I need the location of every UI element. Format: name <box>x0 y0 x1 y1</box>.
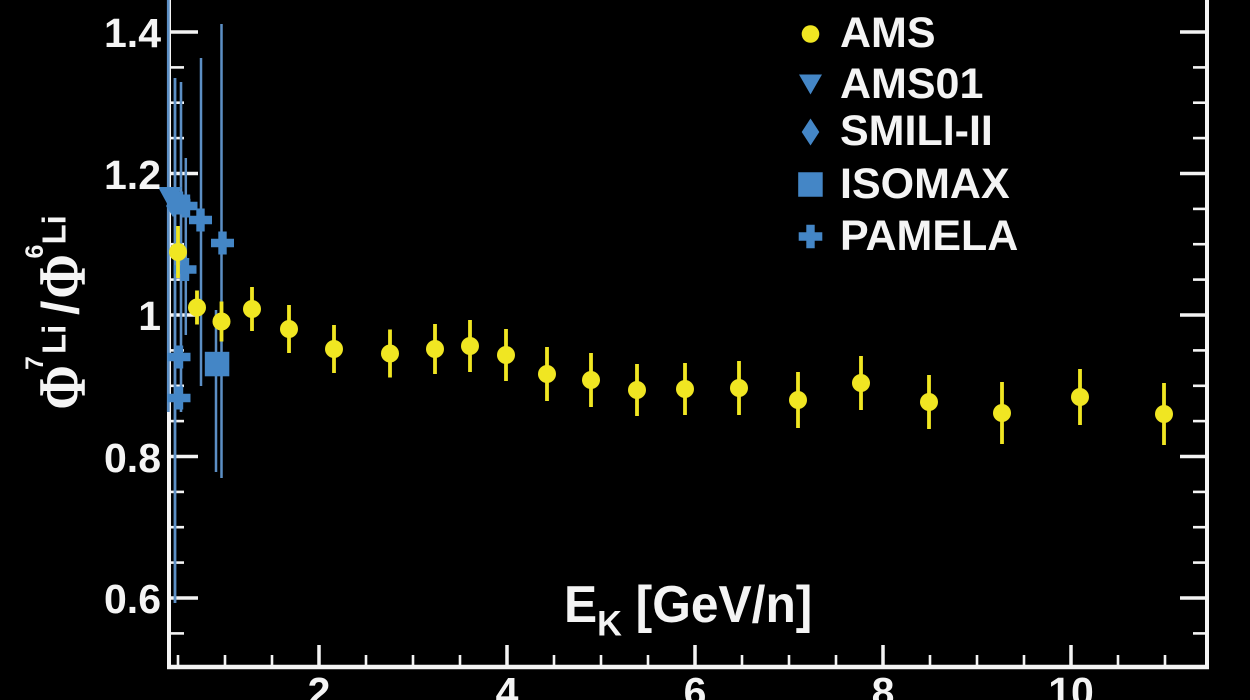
svg-text:0.6: 0.6 <box>104 576 161 622</box>
svg-text:1.4: 1.4 <box>104 10 161 56</box>
svg-text:2: 2 <box>308 669 331 700</box>
svg-text:1: 1 <box>138 293 161 339</box>
svg-text:PAMELA: PAMELA <box>840 212 1018 260</box>
svg-text:10: 10 <box>1048 669 1094 700</box>
svg-text:6: 6 <box>684 669 707 700</box>
svg-text:AMS01: AMS01 <box>840 60 983 108</box>
svg-text:Φ: Φ <box>25 365 101 409</box>
svg-text:8: 8 <box>872 669 895 700</box>
svg-text:ISOMAX: ISOMAX <box>840 160 1010 208</box>
svg-text:7: 7 <box>21 356 49 370</box>
svg-text:/: / <box>32 301 90 315</box>
svg-text:1.2: 1.2 <box>104 152 161 198</box>
svg-text:6: 6 <box>21 245 49 259</box>
svg-text:4: 4 <box>496 669 519 700</box>
svg-text:0.8: 0.8 <box>104 435 161 481</box>
svg-text:Li: Li <box>36 215 73 244</box>
svg-text:Φ: Φ <box>25 254 101 298</box>
svg-text:AMS: AMS <box>840 9 936 57</box>
svg-text:Li: Li <box>36 325 73 354</box>
svg-text:SMILI-II: SMILI-II <box>840 107 993 155</box>
